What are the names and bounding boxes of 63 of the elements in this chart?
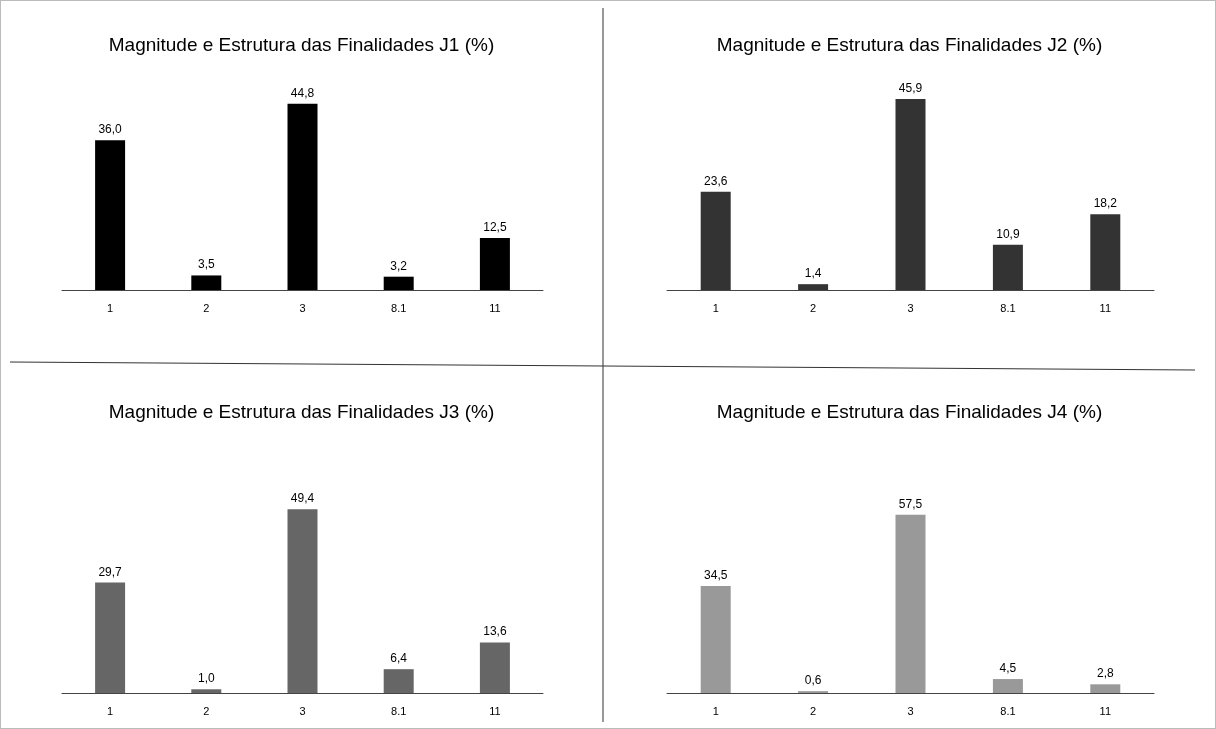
- x-tick-label: 1: [712, 704, 719, 717]
- data-label: 1,0: [197, 671, 215, 686]
- x-tick-label: 2: [810, 704, 817, 717]
- x-tick-label: 8.1: [1000, 301, 1016, 314]
- data-label: 1,4: [804, 266, 822, 281]
- data-label: 23,6: [704, 173, 728, 188]
- bar: [95, 582, 126, 693]
- data-label: 34,5: [704, 568, 728, 583]
- x-tick-label: 8.1: [391, 301, 407, 314]
- bar: [992, 244, 1023, 290]
- data-label: 13,6: [483, 624, 507, 639]
- chart-title: Magnitude e Estrutura das Finalidades J1 (%): [108, 34, 495, 55]
- bar: [798, 284, 829, 290]
- x-tick-label: 3: [907, 301, 914, 314]
- chart-title: Magnitude e Estrutura das Finalidades J3 (%): [108, 401, 495, 422]
- bar: [895, 514, 926, 693]
- bar: [700, 586, 731, 693]
- data-label: 44,8: [290, 85, 315, 100]
- x-tick-label: 8.1: [391, 704, 407, 717]
- data-label: 4,5: [999, 661, 1017, 676]
- bar: [479, 238, 510, 290]
- bar: [383, 669, 414, 693]
- chart-title: Magnitude e Estrutura das Finalidades J2 (%): [716, 34, 1103, 55]
- data-label: 12,5: [483, 220, 507, 234]
- data-label: 0,6: [804, 673, 822, 688]
- data-label: 3,2: [390, 258, 408, 273]
- data-label: 57,5: [898, 496, 923, 511]
- x-tick-label: 11: [489, 704, 501, 717]
- bar: [895, 99, 926, 290]
- data-label: 6,4: [390, 651, 408, 666]
- chart-title: Magnitude e Estrutura das Finalidades J4 (%): [716, 401, 1103, 422]
- x-tick-label: 3: [299, 301, 306, 314]
- data-label: 36,0: [98, 122, 123, 137]
- bar: [700, 191, 731, 290]
- bar: [191, 275, 222, 290]
- x-tick-label: 1: [712, 301, 719, 314]
- data-label: 45,9: [898, 81, 923, 96]
- data-label: 10,9: [996, 226, 1020, 241]
- data-label: 29,7: [98, 564, 123, 579]
- bar: [383, 276, 414, 290]
- data-label: 2,8: [1096, 666, 1114, 681]
- bar: [1090, 684, 1121, 693]
- x-tick-label: 8.1: [1000, 704, 1016, 717]
- x-tick-label: 11: [1099, 301, 1112, 314]
- x-tick-label: 11: [489, 301, 501, 314]
- bar: [95, 140, 126, 290]
- bar: [287, 103, 318, 290]
- bar: [1090, 214, 1121, 290]
- x-tick-label: 2: [203, 704, 210, 717]
- x-tick-label: 2: [810, 301, 817, 314]
- data-label: 3,5: [197, 257, 215, 272]
- bar: [992, 679, 1023, 693]
- x-tick-label: 1: [107, 301, 114, 314]
- x-tick-label: 3: [299, 704, 306, 717]
- x-tick-label: 11: [1099, 704, 1112, 717]
- x-tick-label: 2: [203, 301, 210, 314]
- bar: [479, 642, 510, 693]
- x-tick-label: 1: [107, 704, 114, 717]
- data-label: 49,4: [290, 491, 315, 506]
- bar: [287, 509, 318, 693]
- x-tick-label: 3: [907, 704, 914, 717]
- data-label: 18,2: [1093, 196, 1118, 211]
- bar: [191, 689, 222, 693]
